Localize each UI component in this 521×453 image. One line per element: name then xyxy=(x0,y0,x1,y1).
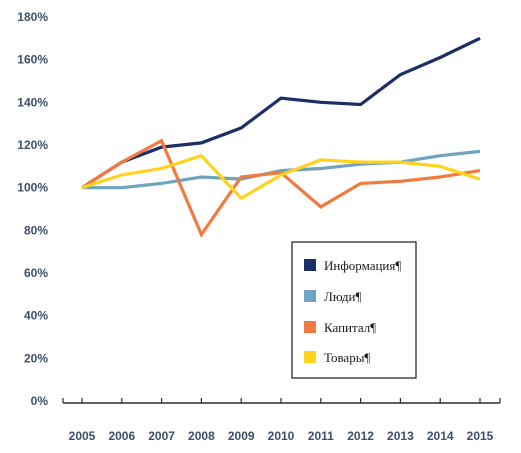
legend-swatch xyxy=(304,290,316,302)
x-tick-label: 2007 xyxy=(148,429,175,443)
x-axis xyxy=(62,398,501,404)
legend-swatch xyxy=(304,321,316,333)
legend-label: Люди¶ xyxy=(324,289,361,304)
x-tick-label: 2012 xyxy=(347,429,374,443)
series-line-1 xyxy=(82,149,481,190)
y-tick-label: 80% xyxy=(24,223,48,237)
legend: Информация¶ Люди¶ Капитал¶ Товары¶ xyxy=(291,241,417,379)
legend-label: Товары¶ xyxy=(324,350,370,365)
y-tick-label: 120% xyxy=(17,138,48,152)
series-line-3 xyxy=(81,153,481,201)
y-tick-label: 20% xyxy=(24,351,48,365)
y-tick-label: 0% xyxy=(31,394,49,408)
x-tick-label: 2009 xyxy=(228,429,255,443)
series-line-0 xyxy=(81,36,481,190)
x-tick-label: 2008 xyxy=(188,429,215,443)
x-axis-ticks: 2005 2006 2007 2008 2009 2010 2011 2012 2013 2014… xyxy=(69,429,494,443)
series-line-2 xyxy=(81,138,481,238)
x-tick-label: 2010 xyxy=(268,429,295,443)
y-tick-label: 140% xyxy=(17,95,48,109)
x-tick-label: 2013 xyxy=(387,429,414,443)
x-tick-label: 2014 xyxy=(427,429,454,443)
legend-swatch xyxy=(304,259,316,271)
y-tick-label: 60% xyxy=(24,266,48,280)
x-tick-label: 2005 xyxy=(69,429,96,443)
series-lines xyxy=(81,36,481,238)
legend-label: Капитал¶ xyxy=(324,320,376,335)
y-axis-ticks: 0% 20% 40% 60% 80% 100% 120% 140% 160% 180% xyxy=(17,10,48,408)
legend-label: Информация¶ xyxy=(324,258,401,273)
y-tick-label: 180% xyxy=(17,10,48,24)
legend-swatch xyxy=(304,351,316,363)
y-tick-label: 100% xyxy=(17,181,48,195)
y-tick-label: 160% xyxy=(17,53,48,67)
x-tick-label: 2006 xyxy=(108,429,135,443)
x-tick-label: 2015 xyxy=(467,429,494,443)
x-tick-label: 2011 xyxy=(308,429,334,443)
y-tick-label: 40% xyxy=(24,309,48,323)
